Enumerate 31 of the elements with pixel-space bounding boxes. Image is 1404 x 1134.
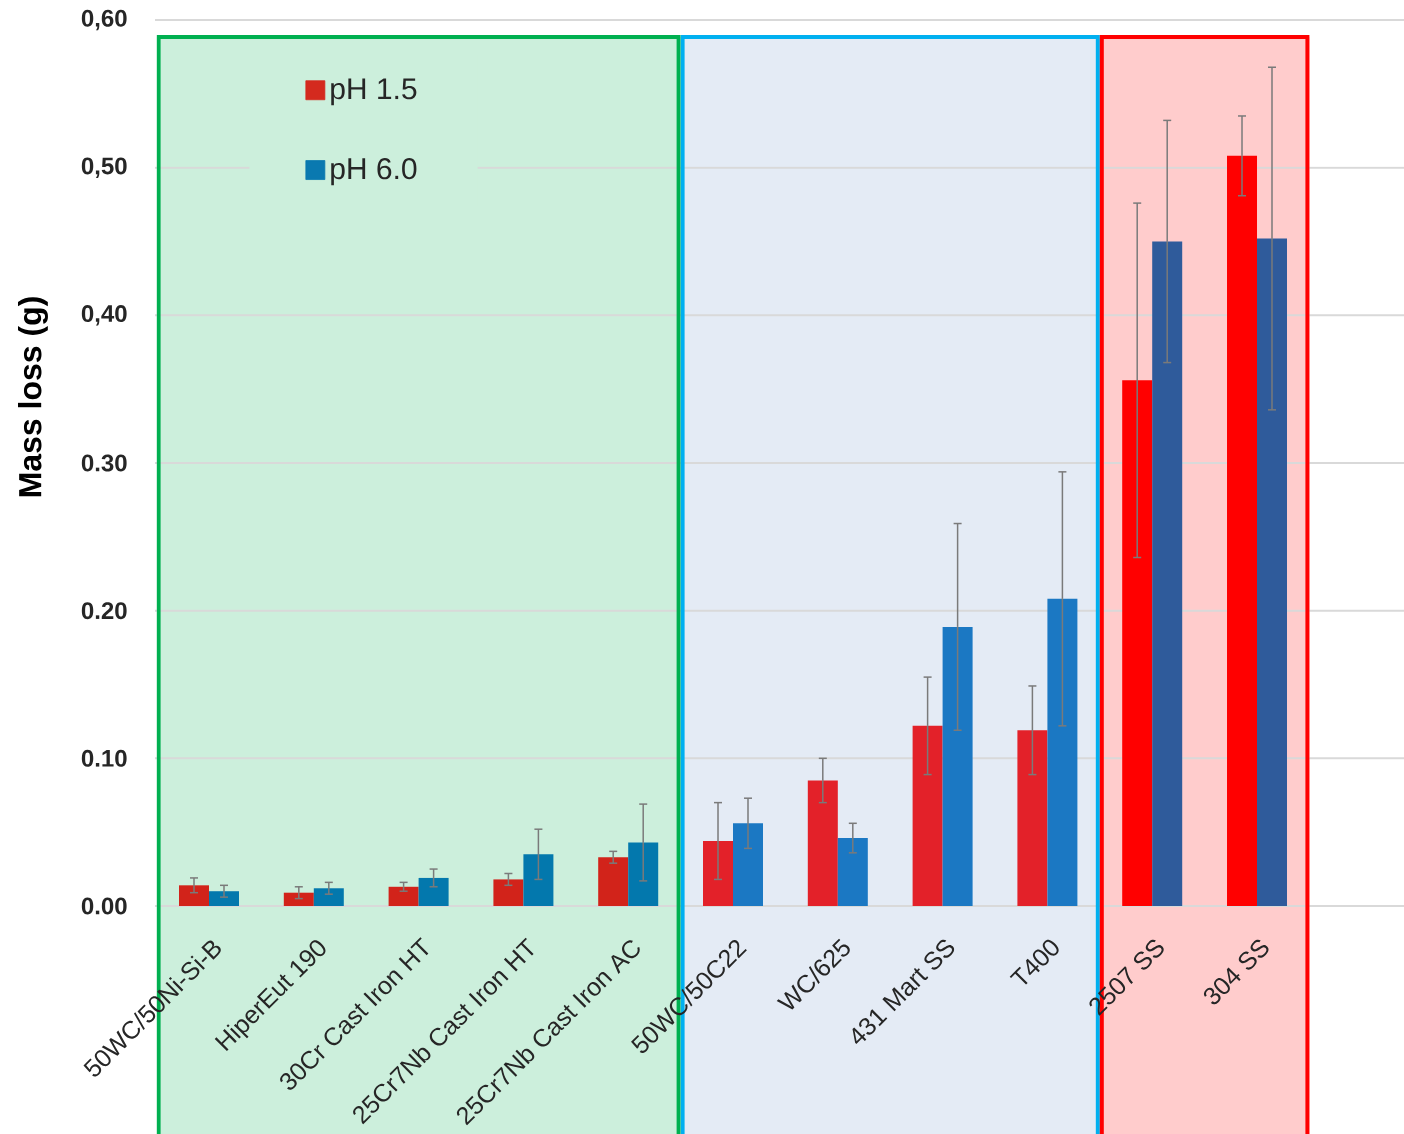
bar: [209, 891, 239, 906]
bar: [598, 857, 629, 906]
bar: [1257, 238, 1287, 906]
bar: [733, 823, 763, 906]
bar: [837, 838, 868, 906]
bar: [942, 626, 973, 906]
y-tick-label: 0.10: [81, 749, 127, 767]
y-tick-label: 0,50: [81, 157, 127, 178]
bar: [1047, 598, 1078, 906]
y-tick-label: 0.20: [81, 602, 127, 620]
y-tick-label: 0.00: [81, 897, 127, 915]
y-tick-label: 0.30: [81, 454, 127, 472]
bar: [807, 780, 838, 906]
bar: [418, 877, 449, 906]
bar: [493, 879, 524, 906]
bar: [313, 888, 344, 906]
bar: [1017, 730, 1048, 906]
y-axis-title: Mass loss (g): [18, 297, 48, 497]
bar: [1227, 155, 1258, 906]
bar: [283, 892, 314, 906]
bar: [1122, 380, 1153, 906]
bar: [912, 725, 943, 906]
legend-label: pH 1.5: [331, 78, 417, 106]
x-tick-label: 304 SS: [1203, 939, 1269, 1005]
y-tick-label: 0,40: [81, 305, 127, 326]
bar: [523, 854, 554, 906]
legend-label: pH 6.0: [331, 158, 417, 186]
y-tick-label: 0,60: [81, 9, 127, 31]
bar: [179, 885, 209, 906]
bar: [1152, 241, 1183, 906]
bar: [388, 886, 419, 906]
